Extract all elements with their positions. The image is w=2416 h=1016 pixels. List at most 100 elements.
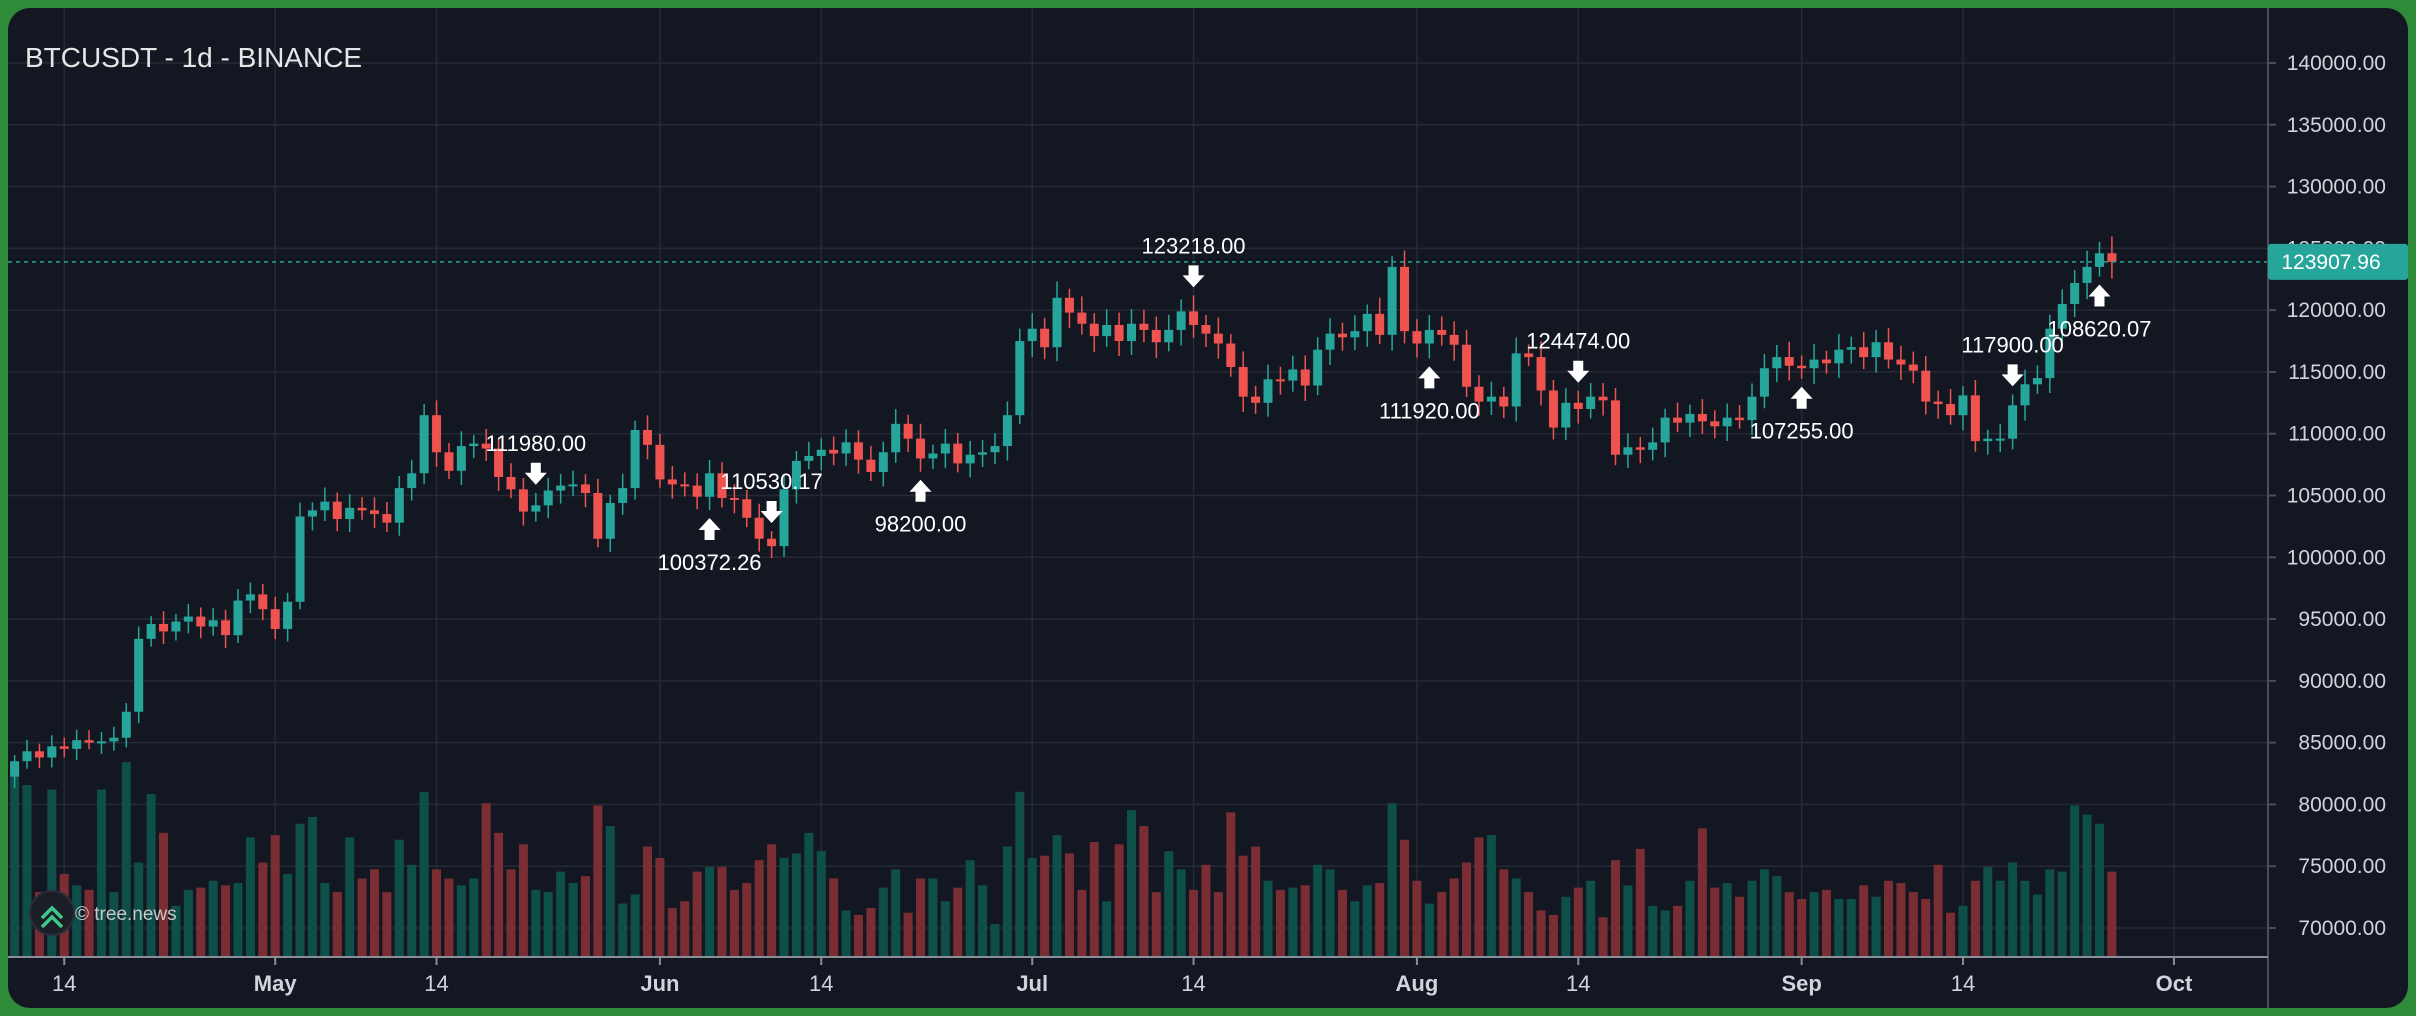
volume-bar [109,892,119,956]
volume-bar [1052,835,1062,956]
volume-bar [531,889,541,956]
candle-body [1759,368,1769,397]
candle-body [1722,417,1732,427]
last-price-label: 123907.96 [2268,243,2408,280]
time-axis[interactable]: 14 May 14 Jun 14 Jul 14 Aug 14 Sep 14 Oct [52,957,2193,996]
candle-body [618,488,628,503]
volume-bar [1164,851,1174,956]
arrow-down-icon [2001,364,2024,387]
volume-bar [667,908,677,956]
candle-body [332,501,342,519]
volume-bar [1884,880,1894,956]
candle-body [754,517,764,539]
candle-body [1834,349,1844,364]
candle-body [518,489,528,512]
watermark-text: © tree.news [75,904,177,925]
volume-bar [1921,899,1931,956]
volume-bar [494,832,504,956]
candle-body [270,609,280,629]
candle-body [109,737,119,742]
candle-body [1064,297,1074,313]
candle-body [1586,396,1596,409]
candle-body [593,493,603,539]
volume-bar [891,869,901,956]
arrow-down-icon [1182,265,1205,288]
candle-body [407,473,417,489]
volume-bar [2020,880,2030,956]
candle-body [655,444,665,480]
candle-body [568,484,578,487]
candle-body [1238,366,1248,397]
volume-bar [1077,889,1087,956]
volume-bar [1040,855,1050,956]
volume-bar [705,867,715,956]
volume-bar [1151,892,1161,956]
volume-bar [196,887,206,956]
volume-bar [10,766,20,956]
volume-bar [1772,876,1782,956]
volume-bar [1238,855,1248,956]
volume-bar [1536,910,1546,956]
volume-bar [1821,889,1831,956]
y-tick-label: 70000.00 [2298,917,2386,940]
volume-bar [1846,899,1856,956]
x-tick-label: 14 [1951,971,1975,996]
candle-body [134,638,144,712]
volume-bar [978,885,988,956]
candle-body [444,452,454,471]
arrow-up-icon [2088,284,2111,307]
candle-body [394,488,404,523]
arrow-up-icon [1418,366,1441,389]
y-tick-label: 105000.00 [2287,485,2386,508]
candle-body [506,476,516,490]
volume-bar [96,789,106,956]
x-tick-label: 14 [809,971,833,996]
volume-bar [729,889,739,956]
volume-bar [1623,885,1633,956]
candle-body [717,473,727,498]
candle-body [829,449,839,454]
volume-bar [1610,860,1620,956]
volume-bar [791,853,801,956]
candle-body [183,616,193,622]
volume-bar [1201,864,1211,956]
volume-bar [1511,878,1521,956]
volume-bar [1735,896,1745,956]
candle-body [804,455,814,461]
volume-bar [1697,828,1707,956]
y-tick-label: 140000.00 [2287,52,2386,75]
candle-body [1511,353,1521,407]
annotation-label: 111920.00 [1379,398,1480,423]
volume-bar [382,892,392,956]
volume-bar [1114,844,1124,956]
volume-bar [643,846,653,956]
price-axis[interactable]: 70000.00 75000.00 80000.00 85000.00 90000.00… [2268,52,2386,940]
volume-bar [1834,899,1844,956]
volume-bar [1424,903,1434,956]
volume-bar [605,826,615,956]
annotation-label: 98200.00 [875,512,967,537]
volume-bar [1797,899,1807,956]
candle-body [1474,386,1484,402]
volume-bar [171,905,181,956]
annotation-label: 125708.42 [2184,8,2288,13]
volume-bar [692,871,702,956]
volume-bar [2032,894,2042,956]
volume-bar [1350,901,1360,956]
candle-body [481,443,491,449]
watermark: © tree.news [29,890,177,936]
arrow-up-icon [909,479,932,502]
volume-bar [1586,880,1596,956]
candle-body [791,460,801,490]
y-tick-label: 110000.00 [2288,423,2386,446]
volume-bar [1313,864,1323,956]
candle-body [1027,328,1037,342]
volume-bar [1573,887,1583,956]
candle-body [1213,333,1223,344]
candle-body [1201,324,1211,334]
candle-body [2008,405,2018,439]
volume-bar [1213,892,1223,956]
y-tick-label: 95000.00 [2298,608,2386,631]
candle-body [953,443,963,464]
volume-bar [2045,869,2055,956]
